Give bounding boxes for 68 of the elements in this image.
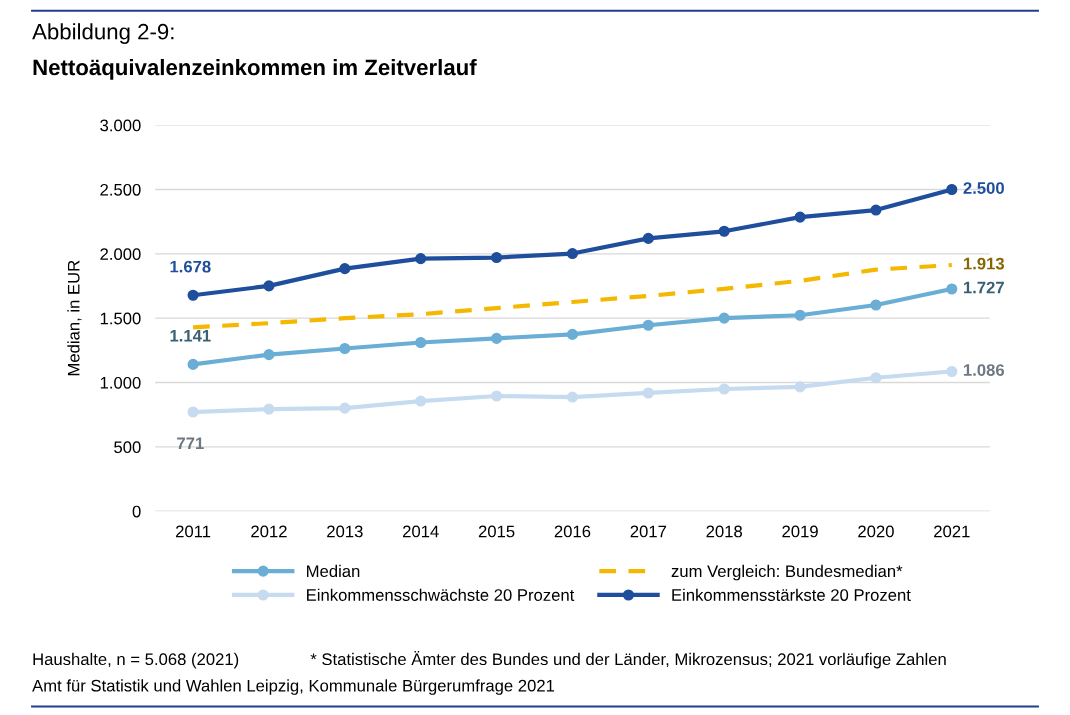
y-axis-title: Median, in EUR xyxy=(67,260,82,376)
y-tick-label: 1.500 xyxy=(100,312,141,325)
y-tick-label: 2.500 xyxy=(100,183,141,196)
point xyxy=(718,312,730,324)
legend-label: Median xyxy=(307,564,360,578)
point xyxy=(263,403,275,415)
legend-label: zum Vergleich: Bundesmedian* xyxy=(671,564,903,581)
point xyxy=(642,387,654,399)
point xyxy=(415,336,427,349)
point xyxy=(642,319,654,331)
point xyxy=(339,263,351,275)
point xyxy=(946,183,958,196)
y-tick-label: 0 xyxy=(132,505,141,518)
point xyxy=(263,349,275,361)
point xyxy=(491,332,503,344)
y-tick-label: 1.000 xyxy=(100,376,141,389)
point xyxy=(794,309,806,321)
point xyxy=(187,406,199,418)
point xyxy=(718,225,730,237)
point xyxy=(415,395,427,407)
point xyxy=(946,365,958,378)
text: Haushalte, n = 5.068 (2021) xyxy=(33,652,239,669)
point xyxy=(491,390,503,402)
y-tick-label: 500 xyxy=(114,441,141,454)
point xyxy=(415,253,427,265)
data-label: 2.500 xyxy=(963,182,1004,194)
x-tick-label: 2015 xyxy=(478,525,515,538)
point xyxy=(263,280,275,292)
point xyxy=(566,248,579,260)
x-tick-label: 2016 xyxy=(554,525,591,538)
text: * Statistische Ämter des Bundes und der Länder, Mikrozensus; 2021 vorläufige Zahlen xyxy=(310,651,946,669)
x-tick-label: 2018 xyxy=(706,525,743,538)
legend-label: Einkommensschwächste 20 Prozent xyxy=(307,588,575,601)
data-label: 771 xyxy=(177,437,204,450)
point xyxy=(566,328,579,340)
point xyxy=(794,381,806,393)
chart-subtitle: Nettoäquivalenzeinkommen im Zeitverlauf xyxy=(33,58,477,80)
text: Amt für Statistik und Wahlen Leipzig, Kommunale Bürgerumfrage 2021 xyxy=(32,679,555,695)
x-tick-label: 2020 xyxy=(858,525,894,538)
point xyxy=(339,342,351,355)
legend-label: Einkommensstärkste 20 Prozent xyxy=(672,588,911,601)
x-tick-label: 2017 xyxy=(630,525,667,538)
point xyxy=(718,383,730,395)
point xyxy=(187,289,199,301)
chart-title: Abbildung 2-9: xyxy=(32,23,174,44)
data-label: 1.913 xyxy=(963,257,1005,270)
x-tick-label: 2021 xyxy=(934,525,970,538)
y-tick-label: 3.000 xyxy=(100,119,141,132)
y-tick-label: 2.000 xyxy=(100,248,141,261)
point xyxy=(187,358,199,370)
point xyxy=(566,391,579,403)
point xyxy=(870,372,882,384)
data-label: 1.727 xyxy=(963,281,1004,294)
data-label: 1.678 xyxy=(170,260,211,273)
point xyxy=(946,283,958,295)
data-label: 1.086 xyxy=(963,364,1005,376)
x-tick-label: 2011 xyxy=(176,525,211,538)
x-tick-label: 2014 xyxy=(403,525,439,538)
point xyxy=(339,402,351,414)
point xyxy=(642,232,654,244)
data-label: 1.141 xyxy=(170,330,211,342)
point xyxy=(870,299,882,311)
point xyxy=(794,211,806,223)
point xyxy=(491,252,503,264)
x-tick-label: 2019 xyxy=(782,525,818,538)
point xyxy=(870,204,882,216)
x-tick-label: 2013 xyxy=(327,525,363,538)
x-tick-label: 2012 xyxy=(251,525,287,538)
